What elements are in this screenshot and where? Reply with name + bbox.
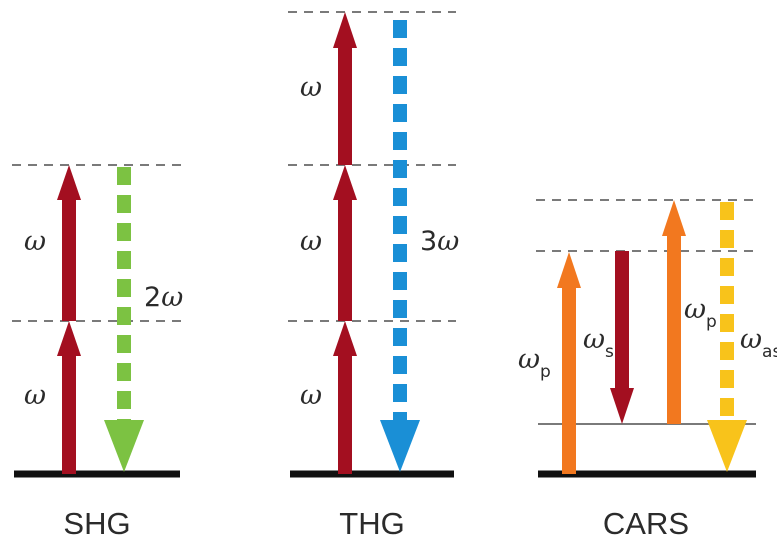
shg-process-label: SHG: [63, 506, 130, 541]
shg-lower-pump-arrow: [57, 321, 81, 474]
shg-lower-omega: ω: [24, 380, 46, 411]
shg-panel: ω ω 2ω SHG: [12, 164, 183, 541]
cars-stokes-label: ωs: [583, 324, 614, 362]
cars-stokes-arrow: [610, 251, 634, 424]
thg-bottom-omega: ω: [300, 380, 322, 411]
cars-antistokes-arrow: [707, 202, 747, 472]
thg-output-arrow: [380, 20, 420, 472]
cars-process-label: CARS: [603, 506, 689, 541]
cars-antistokes-label: ωas: [740, 324, 777, 362]
thg-top-omega: ω: [300, 72, 322, 103]
cars-pump-2-label: ωp: [684, 294, 717, 332]
thg-panel: ω ω ω 3ω THG: [288, 11, 459, 541]
shg-upper-pump-arrow: [57, 165, 81, 321]
thg-middle-pump-arrow: [333, 165, 357, 321]
shg-upper-omega: ω: [24, 226, 46, 257]
thg-output-label: 3ω: [420, 226, 459, 257]
thg-process-label: THG: [339, 506, 404, 541]
thg-top-pump-arrow: [333, 12, 357, 165]
shg-output-arrow: [104, 167, 144, 472]
cars-panel: ωp ωs ωp ωas CARS: [518, 199, 777, 541]
cars-pump-arrow-2: [662, 200, 686, 424]
cars-pump-1-label: ωp: [518, 344, 551, 382]
cars-pump-arrow-1: [557, 252, 581, 474]
thg-middle-omega: ω: [300, 226, 322, 257]
thg-bottom-pump-arrow: [333, 321, 357, 474]
shg-output-label: 2ω: [144, 282, 183, 313]
